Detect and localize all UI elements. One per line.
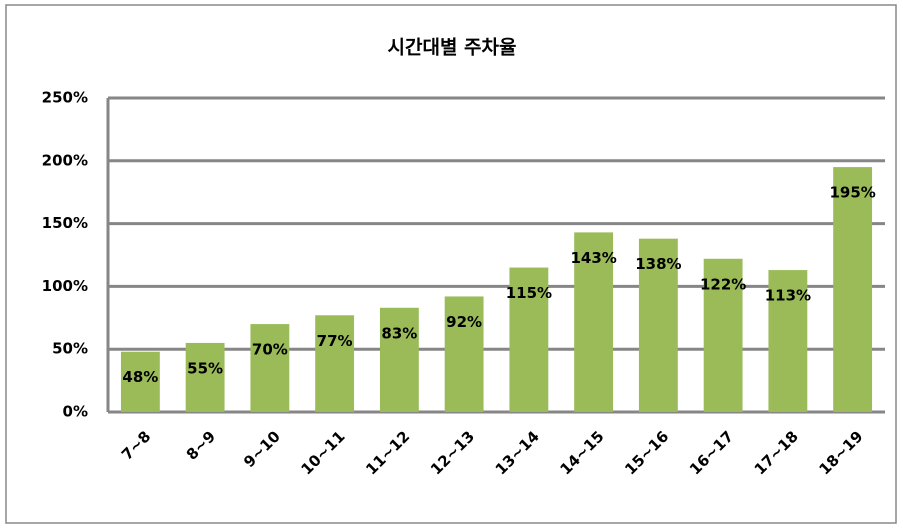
bar — [444, 296, 484, 412]
chart-frame — [5, 4, 897, 524]
y-tick-label: 100% — [42, 277, 88, 295]
y-tick-label: 50% — [52, 340, 88, 358]
data-label: 122% — [700, 275, 746, 293]
bar — [250, 324, 290, 412]
bar — [574, 232, 614, 412]
bar — [379, 307, 419, 412]
data-label: 77% — [317, 332, 353, 350]
data-label: 70% — [252, 341, 288, 359]
bar — [833, 167, 873, 412]
bar — [768, 270, 808, 412]
data-label: 143% — [570, 249, 616, 267]
data-label: 195% — [829, 184, 875, 202]
data-label: 138% — [635, 255, 681, 273]
bar — [703, 258, 743, 412]
bar — [315, 315, 355, 412]
data-label: 83% — [381, 324, 417, 342]
data-label: 115% — [506, 284, 552, 302]
y-tick-label: 200% — [42, 151, 88, 169]
bar — [120, 351, 160, 412]
data-label: 92% — [446, 313, 482, 331]
data-label: 48% — [122, 368, 158, 386]
bar — [185, 342, 225, 412]
data-label: 113% — [765, 287, 811, 305]
y-tick-label: 150% — [42, 214, 88, 232]
y-tick-label: 250% — [42, 89, 88, 107]
y-tick-label: 0% — [63, 403, 88, 421]
bar — [509, 267, 549, 412]
bar — [638, 238, 678, 412]
chart-title: 시간대별 주차율 — [388, 37, 517, 59]
data-label: 55% — [187, 359, 223, 377]
